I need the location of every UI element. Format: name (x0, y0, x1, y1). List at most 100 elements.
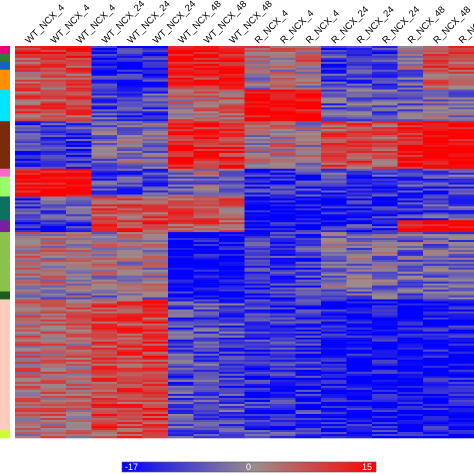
heatmap-cell (423, 339, 449, 342)
heatmap-cell (372, 240, 398, 243)
heatmap-cell (295, 335, 322, 338)
heatmap-cell (321, 170, 347, 174)
heatmap-cell (15, 103, 41, 106)
heatmap-cell (321, 228, 347, 231)
heatmap-cell (346, 144, 373, 148)
heatmap-cell (270, 285, 296, 288)
heatmap-cell (15, 144, 41, 148)
heatmap-cell (168, 305, 194, 308)
heatmap-cell (168, 133, 194, 136)
heatmap-cell (193, 218, 220, 221)
heatmap-cell (117, 373, 143, 377)
heatmap-cell (219, 317, 245, 320)
heatmap-cell (66, 275, 92, 278)
heatmap-cell (423, 379, 449, 383)
heatmap-cell (270, 67, 296, 71)
heatmap-cell (295, 430, 322, 433)
heatmap-cell-block (117, 69, 143, 90)
heatmap-cell (270, 279, 296, 282)
heatmap-cell (270, 180, 296, 183)
heatmap-cell (321, 291, 347, 294)
heatmap-cell (193, 91, 220, 94)
heatmap-cell (168, 73, 194, 76)
heatmap-cell (40, 249, 67, 253)
heatmap-cell (142, 144, 169, 148)
heatmap-cell (193, 279, 220, 282)
heatmap-cell (15, 399, 41, 403)
heatmap-cell (423, 95, 449, 98)
heatmap-cell (117, 291, 143, 294)
heatmap-cell (117, 196, 143, 199)
heatmap-cell (321, 269, 347, 272)
heatmap-cell (193, 232, 220, 235)
heatmap-cell (91, 176, 118, 179)
heatmap-cell (117, 71, 143, 75)
heatmap-cell (423, 174, 449, 177)
heatmap-cell (40, 97, 67, 100)
heatmap-cell (168, 113, 194, 116)
heatmap-cell (397, 238, 424, 241)
heatmap-cell (91, 434, 118, 437)
heatmap-cell (448, 89, 474, 92)
heatmap-cell (91, 345, 118, 348)
heatmap-cell-block (270, 69, 296, 90)
heatmap-cell (66, 319, 92, 322)
heatmap-cell (270, 430, 296, 433)
heatmap-cell-block (448, 291, 474, 300)
heatmap-cell (117, 131, 143, 134)
heatmap-cell (397, 77, 424, 80)
heatmap-cell-block (142, 46, 169, 55)
heatmap-cell (66, 101, 92, 104)
heatmap-cell (270, 69, 296, 73)
heatmap-cell (168, 247, 194, 251)
heatmap-cell (219, 299, 245, 302)
heatmap-cell (372, 196, 398, 199)
heatmap-cell (193, 204, 220, 207)
heatmap-cell (295, 47, 322, 51)
heatmap-cell (397, 69, 424, 73)
heatmap-cell-block (15, 61, 41, 71)
heatmap-cell (193, 299, 220, 302)
heatmap-cell (193, 353, 220, 356)
heatmap-cell (423, 249, 449, 253)
heatmap-cell (193, 53, 220, 57)
heatmap-cell (193, 409, 220, 413)
heatmap-cell (15, 46, 41, 49)
heatmap-cell (346, 192, 373, 195)
heatmap-cell (66, 222, 92, 225)
heatmap-cell (142, 89, 169, 92)
heatmap-cell (66, 432, 92, 435)
heatmap-cell (15, 273, 41, 276)
heatmap-cell (117, 329, 143, 332)
heatmap-cell (321, 381, 347, 385)
heatmap-cell-block (117, 196, 143, 221)
heatmap-cell-block (448, 196, 474, 221)
heatmap-cell (295, 265, 322, 269)
heatmap-cell (168, 401, 194, 405)
heatmap-cell (346, 409, 373, 413)
heatmap-cell (321, 391, 347, 395)
heatmap-cell (117, 401, 143, 405)
heatmap-cell-block (423, 168, 449, 177)
heatmap-cell (372, 259, 398, 263)
heatmap-cell (244, 93, 271, 96)
heatmap-cell (397, 269, 424, 272)
heatmap-cell (244, 117, 271, 120)
heatmap-cell (66, 361, 92, 365)
heatmap-cell (321, 369, 347, 373)
heatmap-cell (372, 303, 398, 306)
heatmap-cell (66, 160, 92, 164)
heatmap-cell (168, 53, 194, 57)
heatmap-cell (91, 236, 118, 239)
heatmap-cell (168, 349, 194, 352)
heatmap-cell (168, 367, 194, 371)
heatmap-cell (40, 182, 67, 185)
heatmap-cell (117, 323, 143, 326)
heatmap-cell (295, 210, 322, 213)
heatmap-cell (142, 137, 169, 140)
heatmap-cell (117, 61, 143, 65)
heatmap-cell (244, 381, 271, 385)
heatmap-cell (193, 403, 220, 407)
heatmap-cell (321, 214, 347, 217)
heatmap-cell (270, 226, 296, 229)
